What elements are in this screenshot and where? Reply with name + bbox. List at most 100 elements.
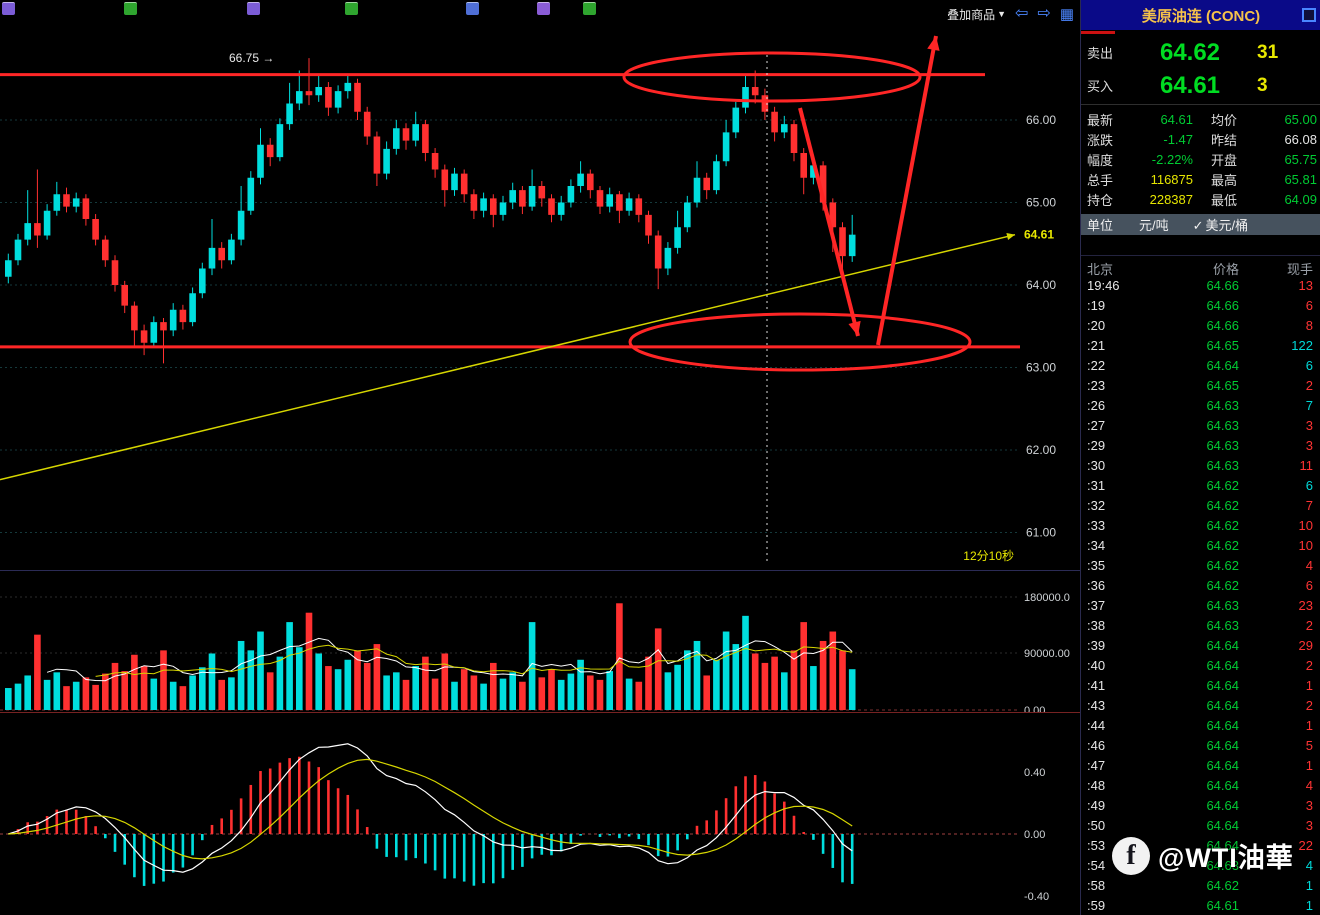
tick-row: :32 64.62 7 (1081, 496, 1320, 516)
tick-cell: 8 (1305, 318, 1313, 333)
bid-size: 3 (1257, 74, 1268, 96)
stat-value: 66.08 (1284, 131, 1317, 147)
page-right-icon[interactable]: ⇨ (1037, 5, 1051, 22)
tick-cell: 64.65 (1206, 378, 1239, 393)
tick-cell: 64.64 (1206, 638, 1239, 653)
tick-row: :26 64.63 7 (1081, 396, 1320, 416)
tick-cell: 2 (1305, 618, 1313, 633)
unit-option-yuan-ton[interactable]: 元/吨 (1139, 218, 1169, 233)
tick-cell: :31 (1087, 478, 1106, 493)
tick-cell: 4 (1305, 558, 1313, 573)
tick-row: :46 64.64 5 (1081, 736, 1320, 756)
tick-row: :36 64.62 6 (1081, 576, 1320, 596)
macd-chart[interactable]: 0.40 0.00 -0.40 (0, 712, 1080, 915)
stat-label: 昨结 (1211, 132, 1238, 148)
tick-cell: 64.62 (1206, 518, 1239, 533)
quote-header: 美原油连 (CONC) (1081, 0, 1320, 30)
tick-col-time: 北京 (1087, 262, 1114, 277)
unit-label: 单位 (1087, 218, 1114, 233)
tick-cell: :36 (1087, 578, 1106, 593)
svg-text:66.00: 66.00 (1026, 113, 1056, 127)
tick-row: :39 64.64 29 (1081, 636, 1320, 656)
tick-cell: 3 (1305, 418, 1313, 433)
top-taskbar: 叠加商品 ▼ ⇦ ⇨ ▦ (0, 0, 1080, 28)
stat-value: 65.00 (1284, 111, 1317, 127)
tick-row: :34 64.62 10 (1081, 536, 1320, 556)
tick-cell: :53 (1087, 838, 1106, 853)
app-icon[interactable] (537, 2, 550, 15)
tick-cell: 10 (1298, 518, 1313, 533)
page-left-icon[interactable]: ⇦ (1015, 5, 1029, 22)
tick-row: :40 64.64 2 (1081, 656, 1320, 676)
stat-label: 均价 (1211, 112, 1238, 128)
overlay-commodity-button[interactable]: 叠加商品 ▼ (947, 6, 1006, 23)
svg-text:65.00: 65.00 (1026, 196, 1056, 210)
svg-text:90000.00: 90000.00 (1024, 648, 1070, 660)
bid-price: 64.61 (1159, 71, 1221, 99)
volume-chart[interactable]: 180000.0 90000.00 0.00 (0, 570, 1080, 712)
tick-cell: 64.63 (1206, 438, 1239, 453)
app-icon[interactable] (345, 2, 358, 15)
stat-label: 涨跌 (1087, 132, 1114, 148)
tick-row: :33 64.62 10 (1081, 516, 1320, 536)
svg-text:64.61: 64.61 (1024, 228, 1054, 242)
tick-col-volume: 现手 (1286, 262, 1313, 277)
tick-cell: :41 (1087, 678, 1106, 693)
tick-cell: :19 (1087, 298, 1106, 313)
tick-cell: 64.62 (1206, 578, 1239, 593)
unit-option-usd-label: 美元/桶 (1205, 218, 1249, 233)
app-icon[interactable] (124, 2, 137, 15)
tick-cell: 4 (1305, 778, 1313, 793)
tick-cell: 6 (1305, 578, 1313, 593)
svg-text:0.40: 0.40 (1024, 767, 1045, 779)
tick-row: :53 64.64 22 (1081, 836, 1320, 856)
tick-cell: 10 (1298, 538, 1313, 553)
tick-cell: 22 (1298, 838, 1313, 853)
tick-row: :31 64.62 6 (1081, 476, 1320, 496)
tick-cell: 64.64 (1206, 698, 1239, 713)
tick-cell: :50 (1087, 818, 1106, 833)
tick-cell: :20 (1087, 318, 1106, 333)
app-icon[interactable] (247, 2, 260, 15)
app-icon[interactable] (466, 2, 479, 15)
tick-row: :38 64.63 2 (1081, 616, 1320, 636)
ask-size: 31 (1257, 41, 1279, 63)
tick-cell: 64.63 (1206, 618, 1239, 633)
tick-row: :35 64.62 4 (1081, 556, 1320, 576)
tick-cell: 2 (1305, 378, 1313, 393)
tick-cell: 64.61 (1206, 898, 1239, 913)
maximize-icon[interactable] (1302, 8, 1316, 22)
stat-value: 65.75 (1284, 151, 1317, 167)
svg-text:12分10秒: 12分10秒 (963, 549, 1014, 563)
main-price-chart[interactable]: 66.00 65.00 64.00 63.00 62.00 61.00 66.75 → 12分… (0, 28, 1080, 570)
stat-label: 最新 (1087, 112, 1114, 128)
tick-cell: 3 (1305, 798, 1313, 813)
tick-row: :22 64.64 6 (1081, 356, 1320, 376)
ask-row[interactable]: 卖出 64.62 31 (1081, 36, 1320, 69)
bid-label: 买入 (1087, 79, 1114, 94)
tick-cell: 1 (1305, 758, 1313, 773)
grid-view-icon[interactable]: ▦ (1059, 5, 1074, 23)
app-icon[interactable] (583, 2, 596, 15)
tick-cell: 64.63 (1206, 458, 1239, 473)
watermark: f @WTI油華 (1112, 836, 1294, 875)
tick-cell: 23 (1298, 598, 1313, 613)
tick-cell: 3 (1305, 438, 1313, 453)
svg-text:180000.0: 180000.0 (1024, 592, 1070, 604)
unit-option-usd-barrel[interactable]: ✓ 美元/桶 (1193, 215, 1249, 234)
tick-cell: 64.62 (1206, 478, 1239, 493)
tick-cell: 64.63 (1206, 418, 1239, 433)
tick-row: :41 64.64 1 (1081, 676, 1320, 696)
tick-cell: 64.62 (1206, 498, 1239, 513)
bid-row[interactable]: 买入 64.61 3 (1081, 69, 1320, 102)
tick-cell: 64.64 (1206, 778, 1239, 793)
tick-list[interactable]: 19:46 64.66 13:19 64.66 6:20 64.66 8:21 64.65 12… (1081, 276, 1320, 915)
app-icon[interactable] (2, 2, 15, 15)
tick-cell: 64.66 (1206, 278, 1239, 293)
stat-value: 116875 (1150, 171, 1193, 187)
tick-cell: 4 (1305, 858, 1313, 873)
tick-cell: 122 (1291, 338, 1313, 353)
tick-cell: :34 (1087, 538, 1106, 553)
tick-cell: :46 (1087, 738, 1106, 753)
